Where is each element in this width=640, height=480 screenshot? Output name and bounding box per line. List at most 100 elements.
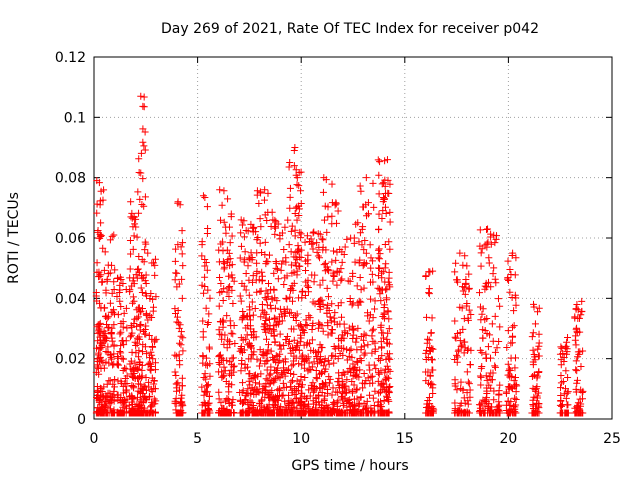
- data-point: [451, 399, 459, 407]
- data-point: [375, 210, 383, 218]
- data-point: [485, 409, 493, 417]
- data-point: [117, 399, 125, 407]
- data-point: [288, 399, 296, 407]
- data-point: [133, 365, 141, 373]
- data-point: [281, 372, 289, 380]
- data-point: [122, 337, 130, 345]
- data-point: [376, 158, 384, 166]
- data-point: [324, 319, 332, 327]
- data-point: [329, 384, 337, 392]
- data-point: [456, 249, 464, 257]
- data-point: [557, 361, 565, 369]
- data-point: [264, 189, 272, 197]
- data-point: [267, 370, 275, 378]
- data-point: [334, 207, 342, 215]
- data-point: [464, 400, 472, 408]
- data-point: [343, 346, 351, 354]
- data-point: [291, 232, 299, 240]
- data-point: [340, 399, 348, 407]
- data-point: [375, 245, 383, 253]
- data-point: [306, 314, 314, 322]
- data-point: [216, 274, 224, 282]
- data-point: [110, 306, 118, 314]
- data-point: [99, 244, 107, 252]
- data-point: [134, 387, 142, 395]
- data-points: [92, 92, 587, 417]
- data-point: [134, 334, 142, 342]
- data-point: [200, 391, 208, 399]
- data-point: [483, 387, 491, 395]
- data-point: [294, 242, 302, 250]
- data-point: [328, 300, 336, 308]
- chart-title: Day 269 of 2021, Rate Of TEC Index for r…: [161, 21, 539, 37]
- data-point: [461, 408, 469, 416]
- data-point: [345, 386, 353, 394]
- data-point: [295, 202, 303, 210]
- data-point: [281, 223, 289, 231]
- data-point: [102, 289, 110, 297]
- data-point: [140, 202, 148, 210]
- data-point: [151, 336, 159, 344]
- data-point: [535, 304, 543, 312]
- data-point: [533, 394, 541, 402]
- data-point: [224, 284, 232, 292]
- data-point: [365, 317, 373, 325]
- data-point: [309, 229, 317, 237]
- data-point: [303, 282, 311, 290]
- data-point: [114, 274, 122, 282]
- data-point: [267, 363, 275, 371]
- x-tick-label: 25: [603, 431, 621, 447]
- data-point: [364, 309, 372, 317]
- data-point: [205, 343, 213, 351]
- data-point: [101, 248, 109, 256]
- data-point: [557, 384, 565, 392]
- data-point: [356, 182, 364, 190]
- data-point: [374, 284, 382, 292]
- data-point: [130, 297, 138, 305]
- data-point: [125, 392, 133, 400]
- data-point: [534, 345, 542, 353]
- data-point: [93, 383, 101, 391]
- data-point: [506, 265, 514, 273]
- data-point: [119, 279, 127, 287]
- data-point: [512, 294, 520, 302]
- data-point: [528, 333, 536, 341]
- data-point: [360, 259, 368, 267]
- data-point: [529, 400, 537, 408]
- data-point: [226, 282, 234, 290]
- data-point: [490, 396, 498, 404]
- data-point: [237, 242, 245, 250]
- data-point: [178, 250, 186, 258]
- data-point: [491, 312, 499, 320]
- data-point: [511, 382, 519, 390]
- data-point: [367, 373, 375, 381]
- data-point: [92, 368, 100, 376]
- data-point: [491, 239, 499, 247]
- data-point: [559, 378, 567, 386]
- data-point: [460, 394, 468, 402]
- data-point: [324, 301, 332, 309]
- y-tick-label: 0.1: [64, 110, 86, 126]
- data-point: [203, 266, 211, 274]
- data-point: [328, 391, 336, 399]
- data-point: [178, 382, 186, 390]
- data-point: [372, 365, 380, 373]
- data-point: [376, 356, 384, 364]
- data-point: [314, 324, 322, 332]
- data-point: [288, 222, 296, 230]
- data-point: [263, 216, 271, 224]
- data-point: [385, 408, 393, 416]
- data-point: [108, 324, 116, 332]
- data-point: [307, 346, 315, 354]
- data-point: [217, 399, 225, 407]
- data-point: [256, 188, 264, 196]
- data-point: [238, 221, 246, 229]
- data-point: [338, 275, 346, 283]
- data-point: [246, 322, 254, 330]
- data-point: [220, 265, 228, 273]
- data-point: [578, 308, 586, 316]
- data-point: [370, 203, 378, 211]
- data-point: [108, 355, 116, 363]
- data-point: [134, 409, 142, 417]
- data-point: [138, 288, 146, 296]
